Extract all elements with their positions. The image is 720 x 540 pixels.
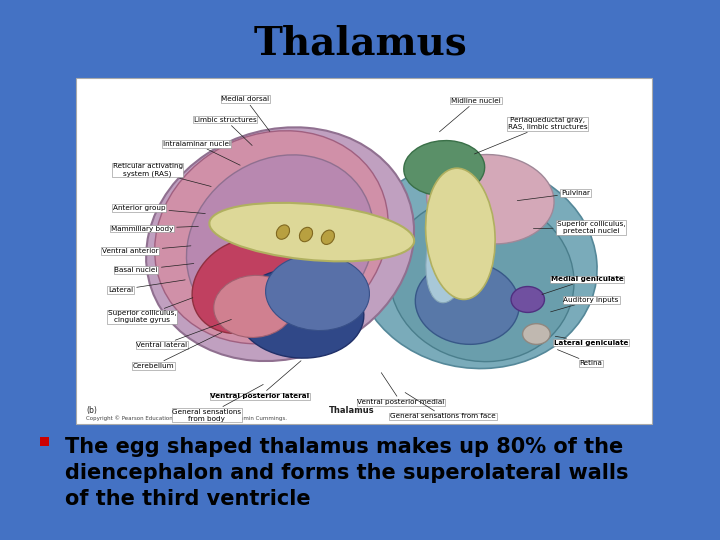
Text: Retina: Retina	[557, 349, 603, 367]
Text: Ventral posterior lateral: Ventral posterior lateral	[210, 361, 310, 399]
Text: Medial geniculate: Medial geniculate	[542, 276, 624, 294]
Ellipse shape	[210, 203, 414, 261]
Text: Superior colliculus,
pretectal nuclei: Superior colliculus, pretectal nuclei	[534, 221, 626, 234]
Text: Auditory inputs: Auditory inputs	[551, 297, 618, 312]
Text: General sensations
from body: General sensations from body	[172, 384, 264, 422]
Ellipse shape	[276, 225, 289, 239]
Ellipse shape	[426, 168, 495, 300]
Text: Midline nuclei: Midline nuclei	[439, 98, 501, 132]
Text: Intralaminar nuclei: Intralaminar nuclei	[163, 141, 240, 165]
Text: Mammillary body: Mammillary body	[111, 226, 199, 232]
Text: Medial dorsal: Medial dorsal	[222, 96, 270, 131]
Bar	[40, 437, 50, 446]
Bar	[76, 78, 652, 424]
Ellipse shape	[321, 230, 335, 245]
Text: Copyright © Pearson Education, Inc., publishing as Benjamin Cummings.: Copyright © Pearson Education, Inc., pub…	[86, 415, 287, 421]
Text: Anterior group: Anterior group	[112, 205, 205, 213]
Text: (b): (b)	[86, 406, 97, 415]
Ellipse shape	[390, 196, 574, 362]
Ellipse shape	[511, 287, 544, 313]
Text: Reticular activating
system (RAS): Reticular activating system (RAS)	[112, 163, 211, 186]
Text: General sensations from face: General sensations from face	[390, 393, 496, 419]
Ellipse shape	[237, 268, 364, 358]
Text: Lateral geniculate: Lateral geniculate	[554, 336, 629, 346]
Text: The egg shaped thalamus makes up 80% of the
diencephalon and forms the superolat: The egg shaped thalamus makes up 80% of …	[65, 437, 629, 509]
Ellipse shape	[523, 323, 550, 345]
Text: Basal nuclei: Basal nuclei	[114, 264, 194, 273]
Text: Ventral lateral: Ventral lateral	[136, 320, 231, 348]
Ellipse shape	[146, 127, 414, 361]
Ellipse shape	[426, 199, 474, 303]
Ellipse shape	[404, 140, 485, 195]
Text: Cerebellum: Cerebellum	[132, 333, 222, 369]
Text: Superior colliculus,
cingulate gyrus: Superior colliculus, cingulate gyrus	[107, 298, 193, 323]
Text: Lateral: Lateral	[108, 280, 185, 293]
Text: Thalamus: Thalamus	[329, 406, 375, 415]
Text: Periaqueductal gray,
RAS, limbic structures: Periaqueductal gray, RAS, limbic structu…	[474, 117, 588, 154]
Ellipse shape	[155, 131, 388, 344]
Ellipse shape	[192, 238, 299, 333]
Ellipse shape	[186, 155, 374, 334]
Ellipse shape	[214, 275, 294, 338]
Ellipse shape	[415, 261, 519, 345]
Text: Ventral anterior: Ventral anterior	[102, 246, 191, 254]
Ellipse shape	[266, 254, 369, 330]
Text: Pulvinar: Pulvinar	[517, 190, 590, 201]
Ellipse shape	[355, 161, 597, 368]
Text: Limbic structures: Limbic structures	[194, 117, 257, 145]
Text: Thalamus: Thalamus	[253, 24, 467, 62]
Ellipse shape	[426, 154, 554, 244]
Ellipse shape	[300, 227, 312, 242]
Text: Ventral posterior medial: Ventral posterior medial	[357, 373, 445, 406]
